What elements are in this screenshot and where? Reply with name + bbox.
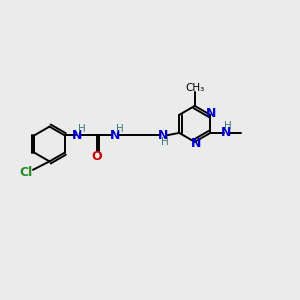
Text: N: N [110, 129, 120, 142]
Text: N: N [72, 129, 83, 142]
Text: H: H [161, 137, 169, 147]
Text: CH₃: CH₃ [185, 82, 204, 93]
Text: H: H [116, 124, 123, 134]
Text: H: H [224, 121, 232, 131]
Text: N: N [158, 129, 169, 142]
Text: N: N [206, 107, 217, 120]
Text: N: N [191, 136, 201, 150]
Text: O: O [92, 150, 102, 163]
Text: H: H [78, 124, 86, 134]
Text: N: N [221, 126, 231, 140]
Text: Cl: Cl [20, 166, 33, 179]
